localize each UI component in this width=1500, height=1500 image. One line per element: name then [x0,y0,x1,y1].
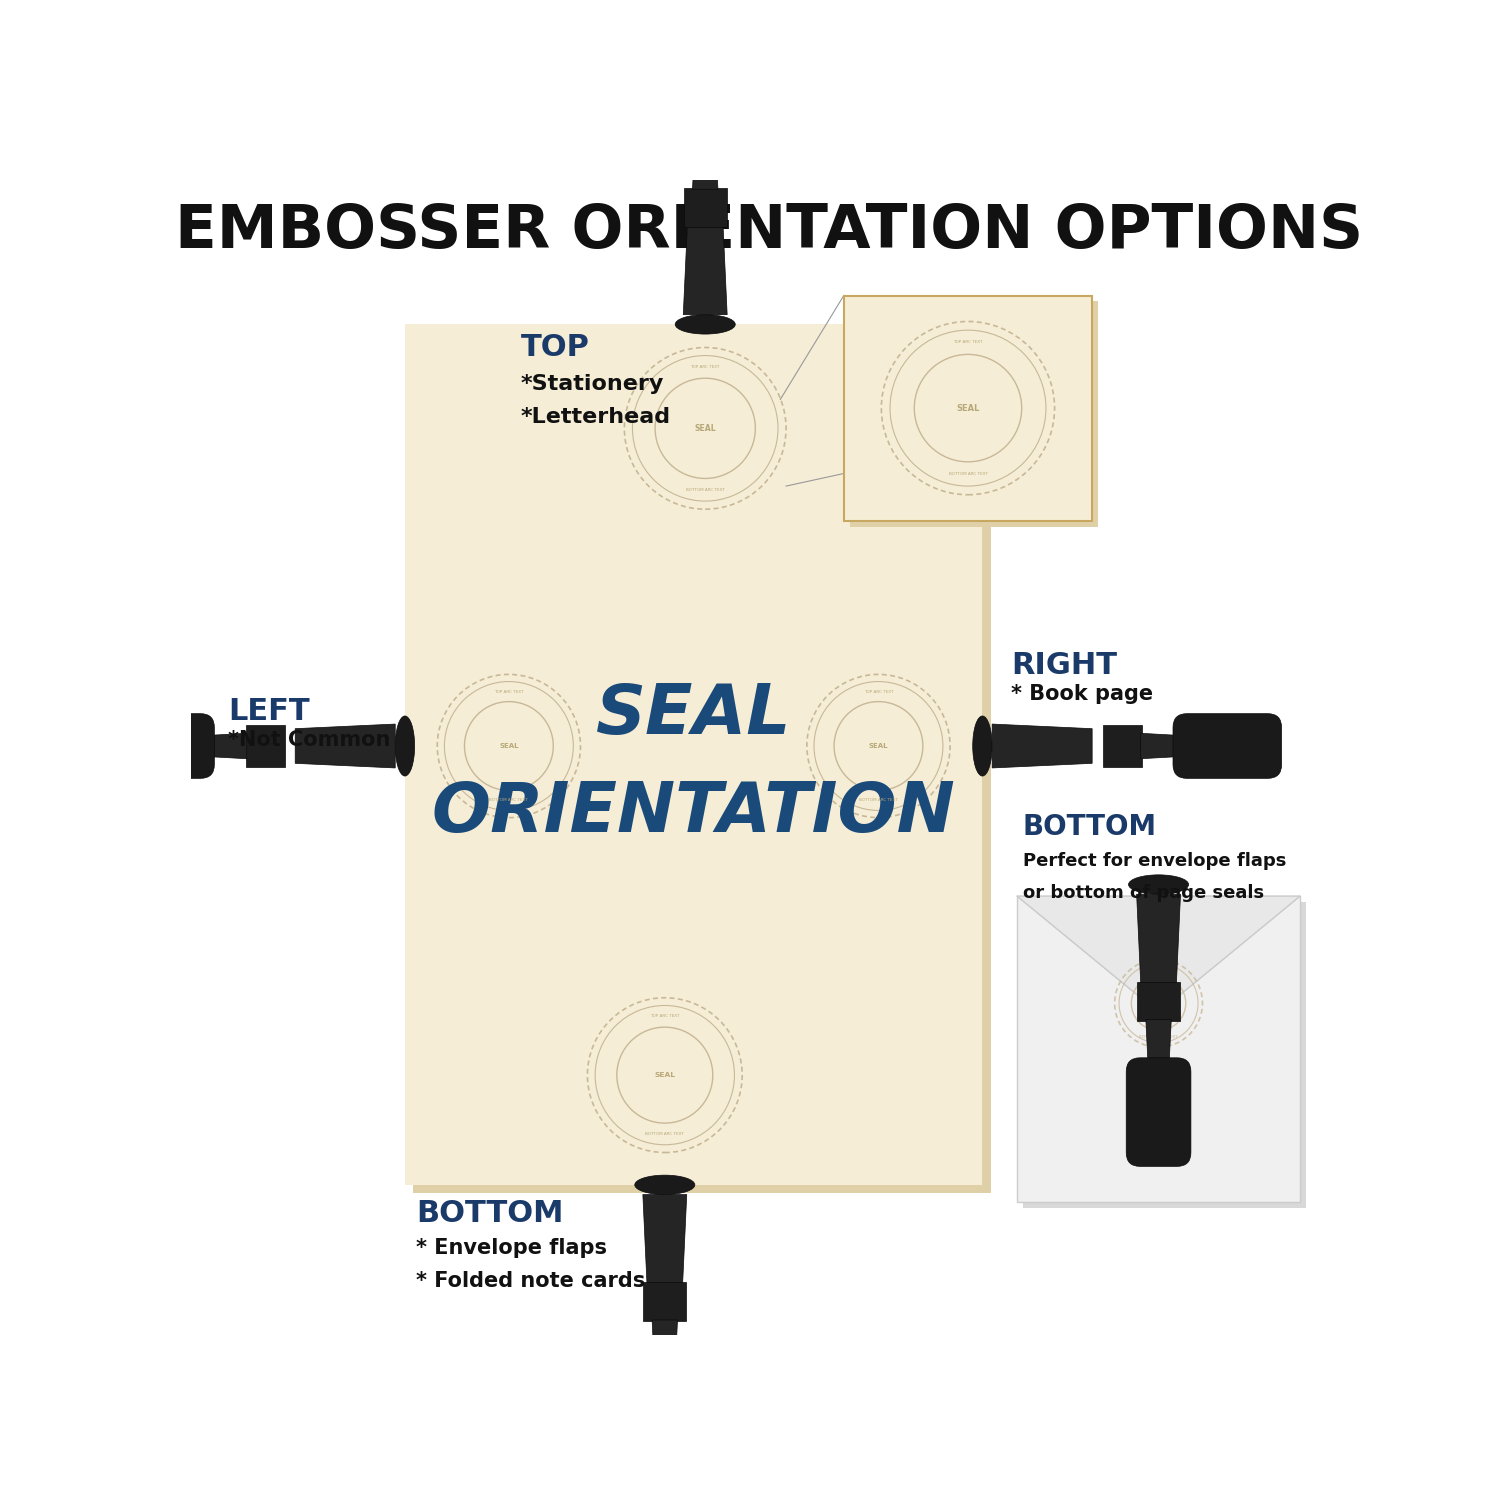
Text: BOTTOM ARC TEXT: BOTTOM ARC TEXT [948,472,987,476]
Polygon shape [1017,896,1300,1013]
Text: Perfect for envelope flaps: Perfect for envelope flaps [1023,852,1286,870]
Text: BOTTOM ARC TEXT: BOTTOM ARC TEXT [1138,1035,1178,1038]
Text: or bottom of page seals: or bottom of page seals [1023,884,1264,902]
Text: SEAL: SEAL [654,1072,675,1078]
Text: *Stationery: *Stationery [520,375,664,394]
Text: SEAL: SEAL [694,424,715,433]
FancyBboxPatch shape [644,1282,686,1322]
Text: TOP ARC TEXT: TOP ARC TEXT [1144,968,1173,972]
Text: * Folded note cards: * Folded note cards [417,1270,645,1290]
Text: TOP ARC TEXT: TOP ARC TEXT [864,690,892,693]
Text: TOP ARC TEXT: TOP ARC TEXT [494,690,524,693]
FancyBboxPatch shape [674,42,738,152]
Text: RIGHT: RIGHT [1011,651,1118,680]
Text: BOTTOM ARC TEXT: BOTTOM ARC TEXT [489,798,528,802]
Ellipse shape [394,716,414,776]
Text: LEFT: LEFT [228,698,310,726]
Text: *Letterhead: *Letterhead [520,406,670,427]
Polygon shape [644,1194,687,1294]
Polygon shape [1140,734,1186,759]
Text: ORIENTATION: ORIENTATION [432,778,956,846]
FancyBboxPatch shape [1102,724,1142,768]
FancyBboxPatch shape [1137,981,1180,1022]
FancyBboxPatch shape [1017,896,1300,1202]
Text: BOTTOM: BOTTOM [1023,813,1156,842]
Text: SEAL: SEAL [500,742,519,748]
Polygon shape [1146,1020,1172,1071]
Ellipse shape [634,1174,694,1194]
FancyBboxPatch shape [844,296,1092,520]
Polygon shape [652,1320,678,1372]
FancyBboxPatch shape [633,1358,698,1467]
Polygon shape [296,724,394,768]
Text: BOTTOM ARC TEXT: BOTTOM ARC TEXT [859,798,898,802]
Text: TOP ARC TEXT: TOP ARC TEXT [690,364,720,369]
FancyBboxPatch shape [684,188,726,228]
FancyBboxPatch shape [1173,714,1281,778]
Text: TOP ARC TEXT: TOP ARC TEXT [650,1014,680,1019]
Polygon shape [1137,894,1180,995]
FancyBboxPatch shape [413,333,990,1192]
Text: * Envelope flaps: * Envelope flaps [417,1239,608,1258]
FancyBboxPatch shape [106,714,214,778]
Polygon shape [992,724,1092,768]
FancyBboxPatch shape [849,302,1098,526]
Text: BOTTOM: BOTTOM [417,1198,564,1228]
Polygon shape [684,214,728,315]
Text: SEAL: SEAL [1149,1000,1168,1006]
Text: *Not Common: *Not Common [228,730,390,750]
FancyBboxPatch shape [405,324,982,1185]
Text: TOP: TOP [520,333,590,362]
Text: TOP ARC TEXT: TOP ARC TEXT [952,340,982,345]
Polygon shape [693,138,718,189]
Text: EMBOSSER ORIENTATION OPTIONS: EMBOSSER ORIENTATION OPTIONS [174,202,1364,261]
FancyBboxPatch shape [1023,902,1306,1208]
Text: BOTTOM ARC TEXT: BOTTOM ARC TEXT [686,488,724,492]
Text: SEAL: SEAL [868,742,888,748]
Polygon shape [201,734,246,759]
Text: * Book page: * Book page [1011,684,1154,703]
Ellipse shape [675,315,735,334]
Ellipse shape [972,716,992,776]
Text: SEAL: SEAL [957,404,980,412]
FancyBboxPatch shape [1126,1058,1191,1167]
Text: SEAL: SEAL [596,681,792,747]
FancyBboxPatch shape [246,724,285,768]
Ellipse shape [1128,874,1188,894]
Text: BOTTOM ARC TEXT: BOTTOM ARC TEXT [645,1132,684,1136]
